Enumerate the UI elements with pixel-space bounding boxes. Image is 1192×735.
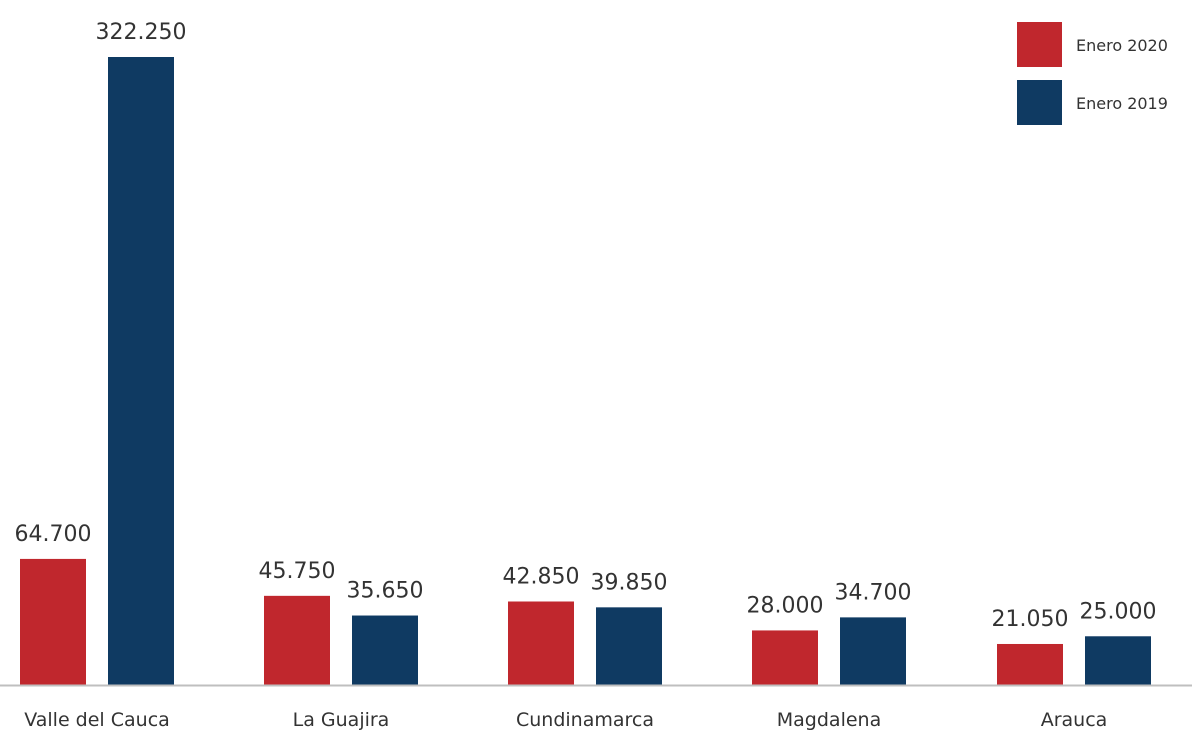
- data-label-2020-1: 45.750: [259, 559, 336, 584]
- data-label-2020-0: 64.700: [15, 522, 92, 547]
- data-label-2019-1: 35.650: [347, 579, 424, 604]
- x-tick-label: Valle del Cauca: [24, 709, 170, 731]
- data-label-2019-0: 322.250: [96, 20, 187, 45]
- x-tick-label: Cundinamarca: [516, 709, 654, 731]
- x-tick-label: Magdalena: [777, 709, 881, 731]
- legend: Enero 2020 Enero 2019: [1017, 22, 1168, 125]
- bar-2020-0: [20, 558, 86, 685]
- data-label-2020-4: 21.050: [992, 607, 1069, 632]
- legend-swatch-2019: [1017, 80, 1062, 125]
- data-labels-layer: 64.700 322.250 45.750 35.650 42.850 39.850 28.…: [15, 20, 1157, 632]
- legend-swatch-2020: [1017, 22, 1062, 67]
- data-label-2020-3: 28.000: [747, 593, 824, 618]
- legend-label-2020: Enero 2020: [1076, 36, 1168, 55]
- bar-2020-2: [508, 601, 574, 685]
- bar-2019-1: [352, 615, 418, 685]
- data-label-2019-2: 39.850: [591, 570, 668, 595]
- bar-2019-0: [108, 57, 174, 685]
- bar-2020-3: [752, 630, 818, 685]
- legend-label-2019: Enero 2019: [1076, 94, 1168, 113]
- data-label-2019-4: 25.000: [1080, 599, 1157, 624]
- x-tick-label: La Guajira: [293, 709, 390, 731]
- x-tick-label: Arauca: [1041, 709, 1108, 731]
- bar-2019-2: [596, 607, 662, 685]
- bar-2020-1: [264, 595, 330, 685]
- bar-2019-3: [840, 617, 906, 685]
- bar-2020-4: [997, 643, 1063, 685]
- data-label-2019-3: 34.700: [835, 580, 912, 605]
- x-axis-tick-labels: Valle del Cauca La Guajira Cundinamarca Mag…: [24, 709, 1107, 731]
- bars-layer: [20, 57, 1151, 685]
- data-label-2020-2: 42.850: [503, 564, 580, 589]
- bar-2019-4: [1085, 636, 1151, 685]
